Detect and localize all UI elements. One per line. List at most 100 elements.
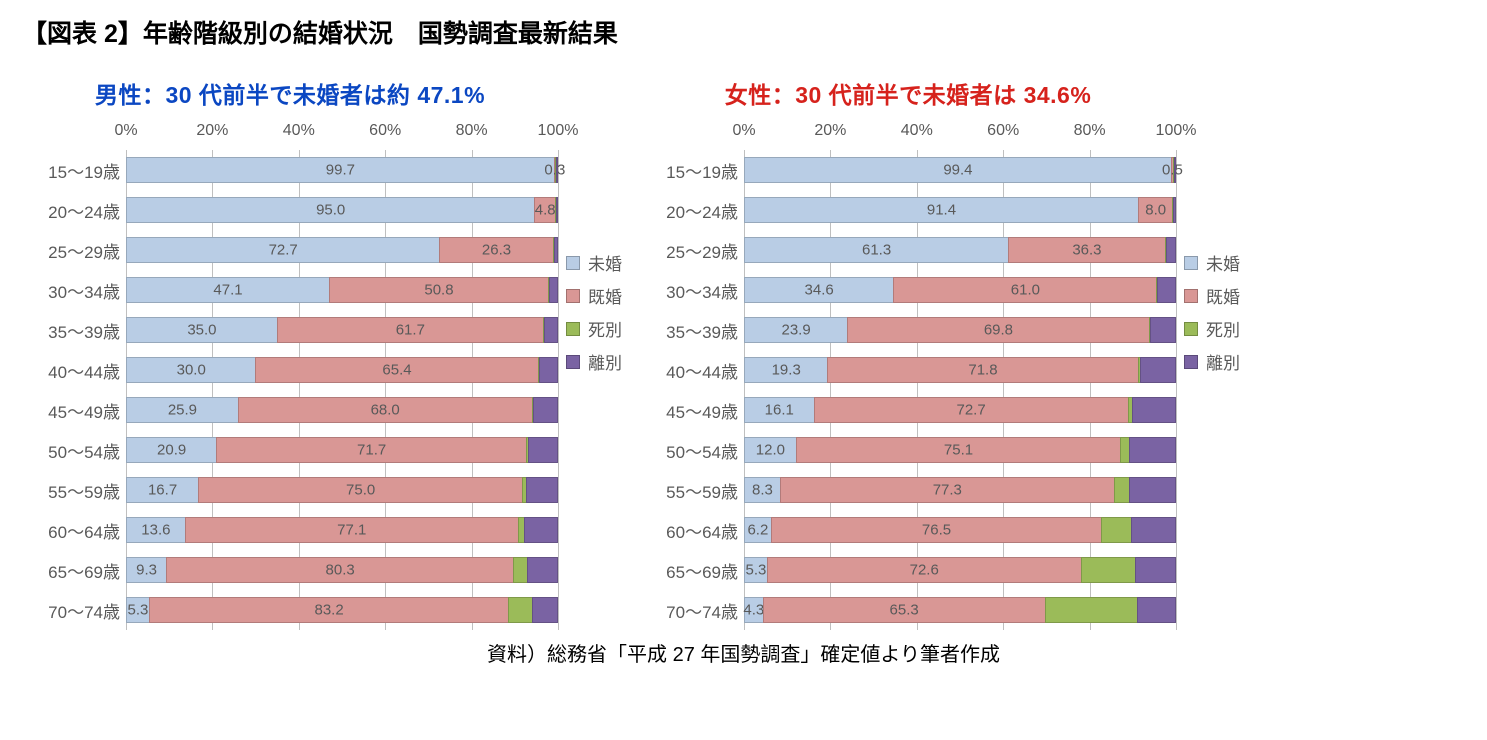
bar-row: 30～34歳34.661.0: [640, 270, 1176, 310]
bar-track: 5.383.2: [126, 597, 558, 623]
bar-track: 72.7 26.3: [126, 237, 558, 263]
legend-swatch: [566, 289, 580, 303]
bar-segment: 65.3: [763, 597, 1045, 623]
legend-swatch: [1184, 355, 1198, 369]
bar-track: 99.40.5: [744, 157, 1176, 183]
bar-segment: [1045, 597, 1137, 623]
bar-value-label: 25.9: [168, 402, 197, 419]
chart-title: 男性：30 代前半で未婚者は約 47.1%: [22, 76, 558, 110]
bar-value-label: 72.7: [956, 402, 985, 419]
bar-row: 45～49歳16.172.7: [640, 390, 1176, 430]
bar-segment: [554, 237, 558, 263]
bar-value-label: 19.3: [772, 362, 801, 379]
bar-row: 45～49歳25.968.0: [22, 390, 558, 430]
x-tick-label: 40%: [901, 122, 933, 140]
bar-segment: [533, 397, 558, 423]
bar-segment: 75.0: [198, 477, 522, 503]
bar-segment: [527, 557, 558, 583]
bar-row: 50～54歳20.971.7: [22, 430, 558, 470]
bar-segment: [524, 517, 558, 543]
bar-segment: 12.0: [744, 437, 796, 463]
bar-segment: [1157, 277, 1176, 303]
bar-track: 9.380.3: [126, 557, 558, 583]
bar-row: 55～59歳8.377.3: [640, 470, 1176, 510]
bar-segment: 72.7: [814, 397, 1128, 423]
legend-swatch: [566, 355, 580, 369]
bar-segment: 4.8: [534, 197, 555, 223]
bar-value-label: 83.2: [314, 602, 343, 619]
bar-segment: 99.7: [126, 157, 554, 183]
legend-swatch: [1184, 322, 1198, 336]
category-label: 70～74歳: [640, 598, 744, 623]
chart-male: 男性：30 代前半で未婚者は約 47.1%0%20%40%60%80%100%1…: [22, 68, 622, 630]
bar-track: 25.968.0: [126, 397, 558, 423]
bar-track: 12.075.1: [744, 437, 1176, 463]
bar-segment: 91.4: [744, 197, 1138, 223]
bar-segment: [556, 157, 558, 183]
bar-value-label: 4.3: [743, 602, 764, 619]
legend-item: 離別: [566, 349, 622, 374]
bar-segment: 61.3: [744, 237, 1008, 263]
bar-segment: [508, 597, 532, 623]
bar-value-label: 4.8: [535, 202, 556, 219]
bar-segment: 30.0: [126, 357, 255, 383]
bar-value-label: 26.3: [482, 242, 511, 259]
bar-segment: 26.3: [439, 237, 552, 263]
x-tick-label: 0%: [732, 122, 755, 140]
bar-value-label: 23.9: [781, 322, 810, 339]
category-label: 15～19歳: [640, 158, 744, 183]
gridline: [558, 150, 559, 630]
bar-segment: [1174, 157, 1176, 183]
bar-value-label: 77.1: [337, 522, 366, 539]
legend-item: 離別: [1184, 349, 1240, 374]
bar-track: 6.276.5: [744, 517, 1176, 543]
charts-row: 男性：30 代前半で未婚者は約 47.1%0%20%40%60%80%100%1…: [22, 68, 1465, 630]
bar-value-label: 5.3: [746, 562, 767, 579]
legend-label: 死別: [588, 316, 622, 341]
bar-value-label: 99.7: [326, 162, 355, 179]
category-label: 20～24歳: [22, 198, 126, 223]
bar-segment: [1137, 597, 1176, 623]
bar-segment: 6.2: [744, 517, 771, 543]
bar-value-label: 99.4: [943, 162, 972, 179]
legend-swatch: [1184, 289, 1198, 303]
bar-value-label: 72.7: [269, 242, 298, 259]
page-title: 【図表 2】年齢階級別の結婚状況 国勢調査最新結果: [22, 14, 1465, 50]
bar-segment: 36.3: [1008, 237, 1164, 263]
category-label: 60～64歳: [640, 518, 744, 543]
bar-segment: [1129, 437, 1176, 463]
bar-segment: 9.3: [126, 557, 166, 583]
bar-row: 65～69歳5.372.6: [640, 550, 1176, 590]
legend-item: 既婚: [566, 283, 622, 308]
x-tick-label: 100%: [1156, 122, 1197, 140]
bar-segment: 47.1: [126, 277, 329, 303]
bar-row: 20～24歳91.48.0: [640, 190, 1176, 230]
bar-segment: 61.7: [277, 317, 543, 343]
bar-segment: [1129, 477, 1176, 503]
bars-area: 15～19歳99.70.320～24歳95.04.825～29歳72.726.3…: [22, 150, 558, 630]
category-label: 65～69歳: [640, 558, 744, 583]
bar-value-label: 91.4: [927, 202, 956, 219]
bar-segment: [1101, 517, 1130, 543]
legend-swatch: [566, 322, 580, 336]
bar-value-label: 8.3: [752, 482, 773, 499]
bar-row: 15～19歳99.40.5: [640, 150, 1176, 190]
bar-row: 35～39歳35.061.7: [22, 310, 558, 350]
bar-segment: 72.6: [767, 557, 1081, 583]
bar-segment: [1135, 557, 1176, 583]
bar-segment: 80.3: [166, 557, 513, 583]
bar-segment: 16.7: [126, 477, 198, 503]
category-label: 65～69歳: [22, 558, 126, 583]
category-label: 30～34歳: [640, 278, 744, 303]
chart-body: 0%20%40%60%80%100%15～19歳99.40.520～24歳91.…: [640, 122, 1240, 630]
bar-track: 16.172.7: [744, 397, 1176, 423]
bar-value-label: 69.8: [984, 322, 1013, 339]
category-label: 45～49歳: [640, 398, 744, 423]
bar-row: 25～29歳72.726.3: [22, 230, 558, 270]
legend-label: 既婚: [1206, 283, 1240, 308]
bar-segment: [526, 477, 558, 503]
bar-value-label: 50.8: [424, 282, 453, 299]
category-label: 50～54歳: [640, 438, 744, 463]
bar-track: 35.061.7: [126, 317, 558, 343]
bar-row: 70～74歳4.365.3: [640, 590, 1176, 630]
